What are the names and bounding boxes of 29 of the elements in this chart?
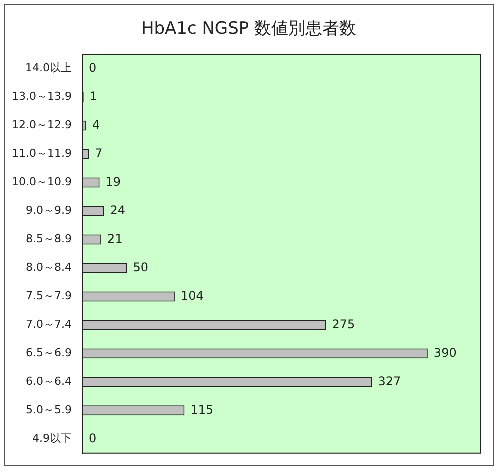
data-label: 4	[92, 118, 100, 132]
data-label: 1	[90, 89, 98, 104]
y-tick-label: 6.0～6.4	[26, 375, 72, 388]
data-label: 21	[108, 232, 123, 246]
y-tick-label: 12.0～12.9	[12, 118, 72, 132]
data-label: 7	[95, 146, 103, 160]
data-label: 50	[133, 260, 148, 274]
y-tick-label: 8.5～8.9	[26, 232, 72, 246]
y-tick-label: 4.9以下	[32, 432, 72, 446]
data-label: 390	[434, 346, 457, 360]
data-label: 115	[190, 402, 214, 417]
y-tick-label: 13.0～13.9	[12, 90, 72, 104]
data-label: 0	[88, 60, 97, 75]
data-label: 327	[378, 374, 402, 388]
data-label: 19	[106, 174, 122, 189]
y-tick-label: 14.0以上	[25, 62, 72, 75]
y-tick-label: 11.0～11.9	[12, 147, 72, 160]
data-label: 24	[110, 203, 126, 218]
y-tick-label: 5.0～5.9	[26, 404, 72, 417]
y-tick-label: 7.0～7.4	[26, 318, 72, 332]
data-label: 104	[180, 288, 204, 303]
y-tick-label: 6.5～6.9	[26, 346, 72, 360]
y-tick-label: 8.0～8.4	[26, 261, 72, 274]
y-tick-label: 9.0～9.9	[26, 204, 72, 218]
data-label: 0	[88, 431, 97, 446]
chart-title: HbA1c NGSP 数値別患者数	[140, 18, 358, 40]
y-tick-label: 7.5～7.9	[26, 290, 72, 303]
data-label: 275	[332, 317, 356, 332]
y-tick-label: 10.0～10.9	[12, 176, 72, 189]
